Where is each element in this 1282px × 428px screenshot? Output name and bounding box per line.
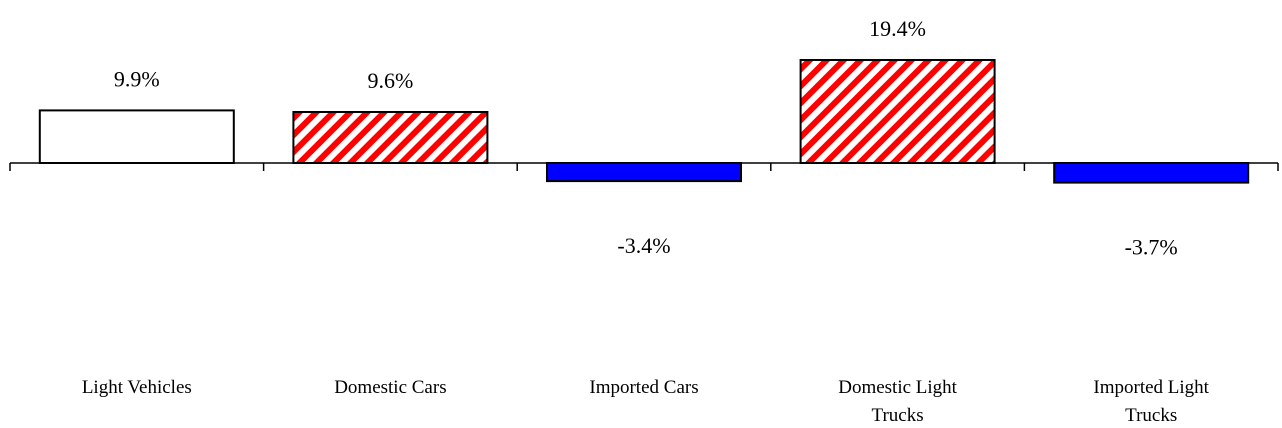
data-label-domestic-light-trucks: 19.4% [869, 16, 926, 41]
category-label-imported-light-trucks: Imported Light Trucks [1093, 377, 1209, 426]
bar-imported-light-trucks [1053, 162, 1250, 184]
category-label-domestic-cars: Domestic Cars [334, 377, 446, 398]
bar-light-vehicles [38, 109, 235, 164]
category-label-imported-cars: Imported Cars [589, 377, 698, 398]
data-label-light-vehicles: 9.9% [114, 66, 160, 91]
category-label-light-vehicles: Light Vehicles [82, 377, 192, 398]
bar-imported-cars [546, 162, 742, 183]
bars-layer [38, 59, 1250, 184]
labels-layer: 9.9% Light Vehicles 9.6% Domestic Cars -3.4%… [82, 16, 1210, 426]
data-label-imported-light-trucks: -3.7% [1125, 235, 1178, 260]
bar-domestic-light-trucks [799, 59, 996, 164]
bar-domestic-cars [292, 111, 489, 164]
data-label-imported-cars: -3.4% [617, 233, 670, 258]
x-axis [9, 162, 1279, 171]
category-label-domestic-light-trucks: Domestic Light Trucks [838, 377, 957, 426]
data-label-domestic-cars: 9.6% [367, 68, 413, 93]
